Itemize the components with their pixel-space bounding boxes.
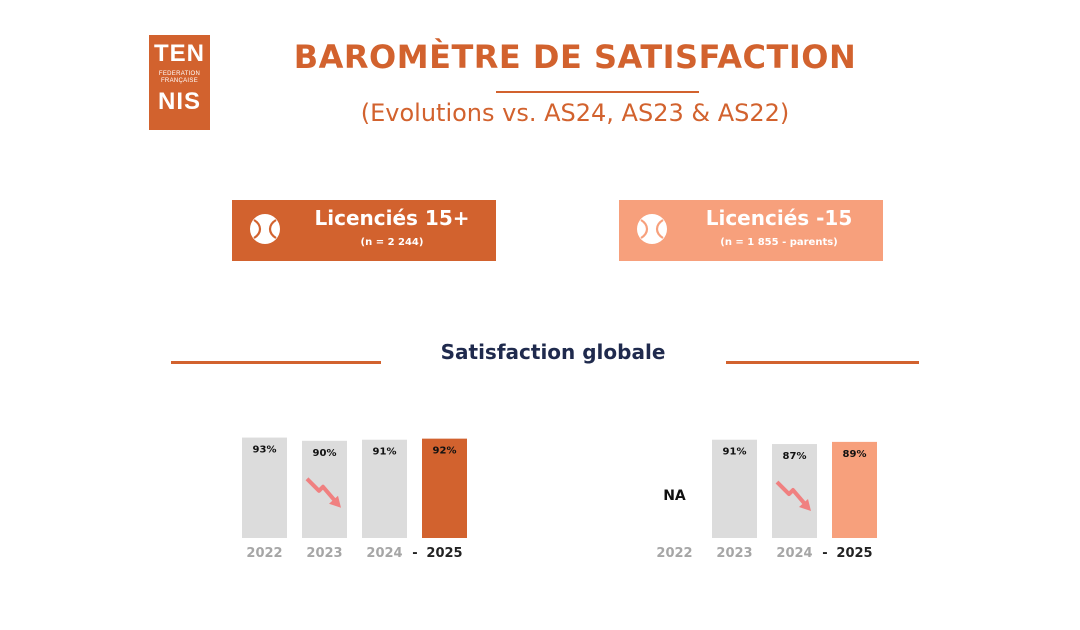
group-sample-size: (n = 2 244) <box>360 237 424 248</box>
bar-chart-15plus: 93% 2022 90% 2023 91% 2024 92% 2025- <box>242 437 467 561</box>
tick-label-2023: 2023 <box>716 546 752 561</box>
bar-2023 <box>712 439 757 538</box>
page-subtitle: (Evolutions vs. AS24, AS23 & AS22) <box>360 99 790 127</box>
tick-label-2025: 2025 <box>836 546 872 561</box>
decline-arrow-icon <box>775 480 811 512</box>
decline-arrow-head <box>329 495 341 508</box>
group-label: Licenciés 15+ <box>314 206 470 230</box>
section-title: Satisfaction globale <box>440 340 666 364</box>
decline-arrow-line <box>775 480 807 506</box>
tick-label-2023: 2023 <box>306 546 342 561</box>
group-badge-under15: Licenciés -15 (n = 1 855 - parents) <box>619 200 883 261</box>
data-label-2023: 90% <box>313 448 337 459</box>
bar-2025 <box>422 438 467 538</box>
tick-separator: - <box>412 546 417 561</box>
decline-arrow-line <box>305 477 337 503</box>
logo-bottom-text: NIS <box>157 88 201 115</box>
logo-top-text: TEN <box>154 40 205 67</box>
tick-label-2024: 2024 <box>776 546 812 561</box>
bar-2022 <box>242 437 287 538</box>
tennis-ball-icon <box>637 214 667 244</box>
tick-label-2022: 2022 <box>656 546 692 561</box>
decline-arrow-icon <box>305 477 341 508</box>
data-label-2022: 93% <box>253 445 277 456</box>
bar-2025 <box>832 441 877 538</box>
data-label-2023: 91% <box>723 447 747 458</box>
page-title: BAROMÈTRE DE SATISFACTION <box>293 38 857 76</box>
logo-line2: FRANÇAISE <box>160 78 199 84</box>
bar-chart-under15: NA 2022 91% 2023 87% 2024 89% 2025- <box>656 439 877 561</box>
section-rule-left <box>171 361 381 364</box>
chart-under15: NA 2022 91% 2023 87% 2024 89% 2025- <box>640 425 900 575</box>
tick-separator: - <box>822 546 827 561</box>
chart-15plus: 93% 2022 90% 2023 91% 2024 92% 2025- <box>230 425 490 575</box>
group-sample-size: (n = 1 855 - parents) <box>720 237 838 248</box>
data-label-2022: NA <box>663 488 686 504</box>
logo-line1: FEDERATION <box>158 71 201 77</box>
group-badge-15plus: Licenciés 15+ (n = 2 244) <box>232 200 496 261</box>
tick-label-2024: 2024 <box>366 546 402 561</box>
title-divider <box>496 91 699 93</box>
ffn-tennis-logo: TEN FEDERATION FRANÇAISE NIS <box>149 35 210 130</box>
section-rule-right <box>726 361 919 364</box>
tick-label-2022: 2022 <box>246 546 282 561</box>
tick-label-2025: 2025 <box>426 546 462 561</box>
group-label: Licenciés -15 <box>705 206 853 230</box>
decline-arrow-head <box>799 499 811 512</box>
data-label-2025: 89% <box>843 449 867 460</box>
data-label-2024: 87% <box>783 451 807 462</box>
data-label-2025: 92% <box>433 446 457 457</box>
bar-2024 <box>362 439 407 538</box>
tennis-ball-icon <box>250 214 280 244</box>
data-label-2024: 91% <box>373 447 397 458</box>
